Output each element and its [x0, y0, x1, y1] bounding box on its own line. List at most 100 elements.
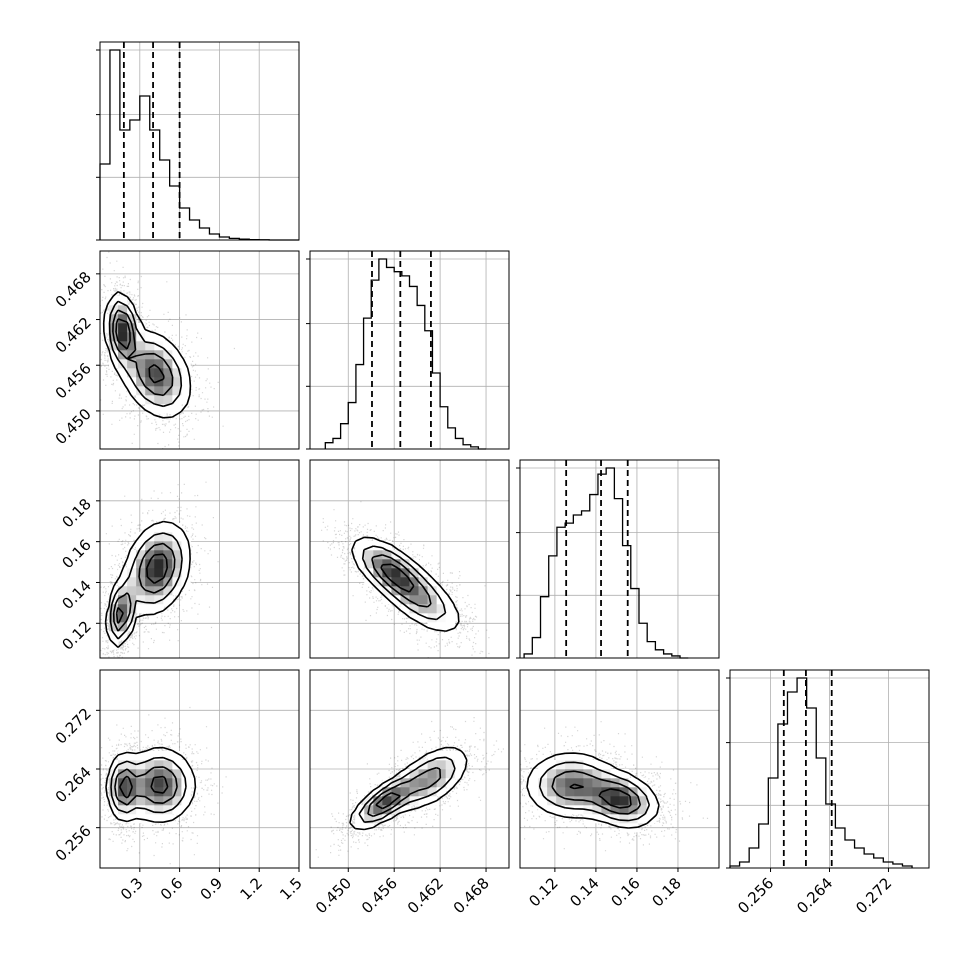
density-cell — [409, 613, 419, 623]
density-cell — [583, 787, 593, 797]
density-cell — [163, 359, 173, 369]
panel-frame — [309, 459, 510, 659]
panel-content — [315, 717, 504, 858]
density-cell — [163, 778, 173, 788]
hist-bin — [590, 495, 598, 658]
density-cell — [454, 751, 465, 761]
scatter-panel-3-1: 0.450 0.456 0.462 0.468 — [309, 669, 510, 917]
density-cell — [637, 796, 647, 806]
density-cell — [373, 541, 383, 551]
hist-bin — [835, 828, 845, 868]
y-tick-label: 0.450 — [52, 405, 95, 448]
density-cell — [592, 814, 602, 824]
hist-bin — [749, 848, 759, 868]
panel-frame — [99, 250, 300, 450]
density-cell — [592, 760, 602, 770]
density-cell — [400, 577, 410, 587]
density-cell — [418, 604, 428, 614]
y-tick-label: 0.468 — [52, 268, 95, 311]
density-cell — [427, 604, 437, 614]
density-cell — [445, 778, 456, 788]
density-cell — [145, 778, 155, 788]
y-tick-label: 0.264 — [52, 763, 95, 806]
density-cell — [592, 805, 602, 815]
density-cell — [172, 532, 182, 542]
density-cell — [619, 787, 629, 797]
x-tick-label: 1.2 — [236, 874, 266, 904]
density-cell — [556, 787, 566, 797]
hist-bin — [190, 220, 200, 240]
density-cell — [409, 760, 419, 770]
density-cell — [355, 559, 365, 569]
density-cell — [445, 622, 456, 632]
density-cell — [154, 404, 164, 414]
panel-frame — [309, 669, 510, 869]
density-cell — [181, 541, 191, 551]
scatter-panel-3-2: 0.12 0.14 0.16 0.18 — [519, 669, 720, 910]
density-cell — [163, 586, 173, 596]
hist-bin — [816, 758, 826, 868]
density-cell — [364, 814, 374, 824]
density-cell — [163, 760, 173, 770]
density-cell — [136, 586, 146, 596]
density-cell — [163, 559, 173, 569]
density-cell — [409, 586, 419, 596]
density-cell — [355, 805, 365, 815]
hist-outline — [729, 677, 913, 868]
density-cell — [154, 760, 164, 770]
density-cell — [628, 778, 638, 788]
hist-bin — [387, 267, 395, 449]
density-cell — [136, 796, 146, 806]
contour-line — [375, 792, 401, 810]
density-cell — [547, 778, 557, 788]
density-cell — [172, 404, 182, 414]
density-cell — [118, 769, 128, 779]
density-cell — [364, 541, 374, 551]
corner-grid: 0.4500.4560.4620.4680.120.140.160.180.25… — [52, 41, 930, 917]
density-cell — [538, 778, 548, 788]
density-cell — [118, 586, 128, 596]
histogram-panel-3: 0.256 0.264 0.272 — [726, 669, 930, 917]
x-tick-label: 0.9 — [197, 874, 227, 904]
density-cell — [127, 604, 137, 614]
hist-bin — [768, 778, 778, 868]
density-cell — [427, 796, 437, 806]
panel-frame — [99, 459, 300, 659]
density-cell — [118, 805, 128, 815]
density-cell — [136, 568, 146, 578]
density-cell — [574, 787, 584, 797]
density-cell — [400, 805, 410, 815]
y-tick-label: 0.12 — [58, 617, 94, 653]
density-cell — [118, 814, 128, 824]
density-cell — [163, 404, 173, 414]
density-cell — [427, 586, 437, 596]
density-cell — [382, 568, 392, 578]
density-cell — [181, 769, 191, 779]
density-cell — [163, 395, 173, 405]
density-cell — [574, 751, 584, 761]
hist-bin — [440, 407, 448, 449]
density-cell — [163, 550, 173, 560]
density-cell — [136, 341, 146, 351]
panel-content — [100, 706, 227, 868]
density-cell — [355, 823, 365, 833]
hist-bin — [325, 443, 333, 449]
hist-bin — [209, 234, 219, 240]
density-cell — [127, 586, 137, 596]
density-cell — [163, 568, 173, 578]
hist-bin — [573, 515, 581, 658]
density-cell — [118, 305, 128, 315]
contour-line — [358, 756, 456, 823]
density-cell — [547, 769, 557, 779]
density-cell — [109, 778, 119, 788]
density-cell — [145, 805, 155, 815]
density-cell — [145, 559, 155, 569]
density-cell — [118, 323, 128, 333]
density-cell — [592, 778, 602, 788]
contour-line — [112, 309, 174, 397]
y-tick-label: 0.462 — [52, 314, 95, 357]
density-cell — [163, 523, 173, 533]
x-tick-label: 0.14 — [566, 874, 602, 910]
hist-bin — [130, 120, 140, 240]
